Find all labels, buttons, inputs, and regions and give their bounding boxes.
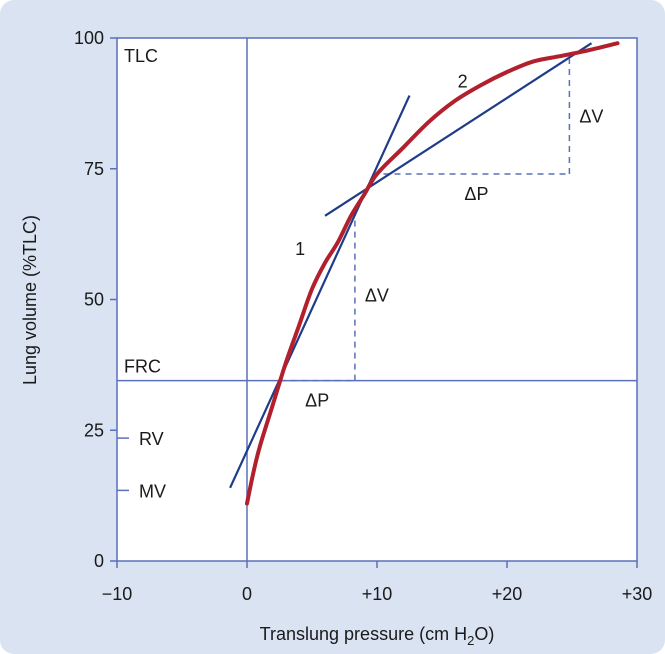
- x-tick-label: +20: [492, 584, 523, 604]
- x-tick-label: 0: [242, 584, 252, 604]
- tangent-line-1: [229, 95, 411, 489]
- x-tick-label: −10: [102, 584, 133, 604]
- tangent-label-2: 2: [458, 72, 468, 92]
- pressure-volume-curve: [245, 41, 620, 506]
- y-tick-label: 100: [74, 28, 104, 48]
- delta-v-label-2: ΔV: [579, 106, 603, 126]
- marker-label-rv: RV: [139, 429, 164, 449]
- y-tick-label: 50: [84, 290, 104, 310]
- tangent-label-1: 1: [295, 239, 305, 259]
- delta-p-label-1: ΔP: [305, 391, 329, 411]
- plot-area: [116, 37, 638, 562]
- x-tick-label: +10: [362, 584, 393, 604]
- marker-label-mv: MV: [139, 481, 166, 501]
- y-tick-label: 75: [84, 159, 104, 179]
- y-tick-label: 25: [84, 420, 104, 440]
- y-axis-title: Lung volume (%TLC): [20, 215, 40, 385]
- x-axis-title: Translung pressure (cm H2O): [260, 624, 495, 648]
- frc-label: FRC: [124, 357, 161, 377]
- x-tick-label: +30: [622, 584, 653, 604]
- delta-p-label-2: ΔP: [464, 184, 488, 204]
- y-tick-label: 0: [94, 551, 104, 571]
- tlc-label: TLC: [124, 46, 158, 66]
- delta-v-label-1: ΔV: [365, 286, 389, 306]
